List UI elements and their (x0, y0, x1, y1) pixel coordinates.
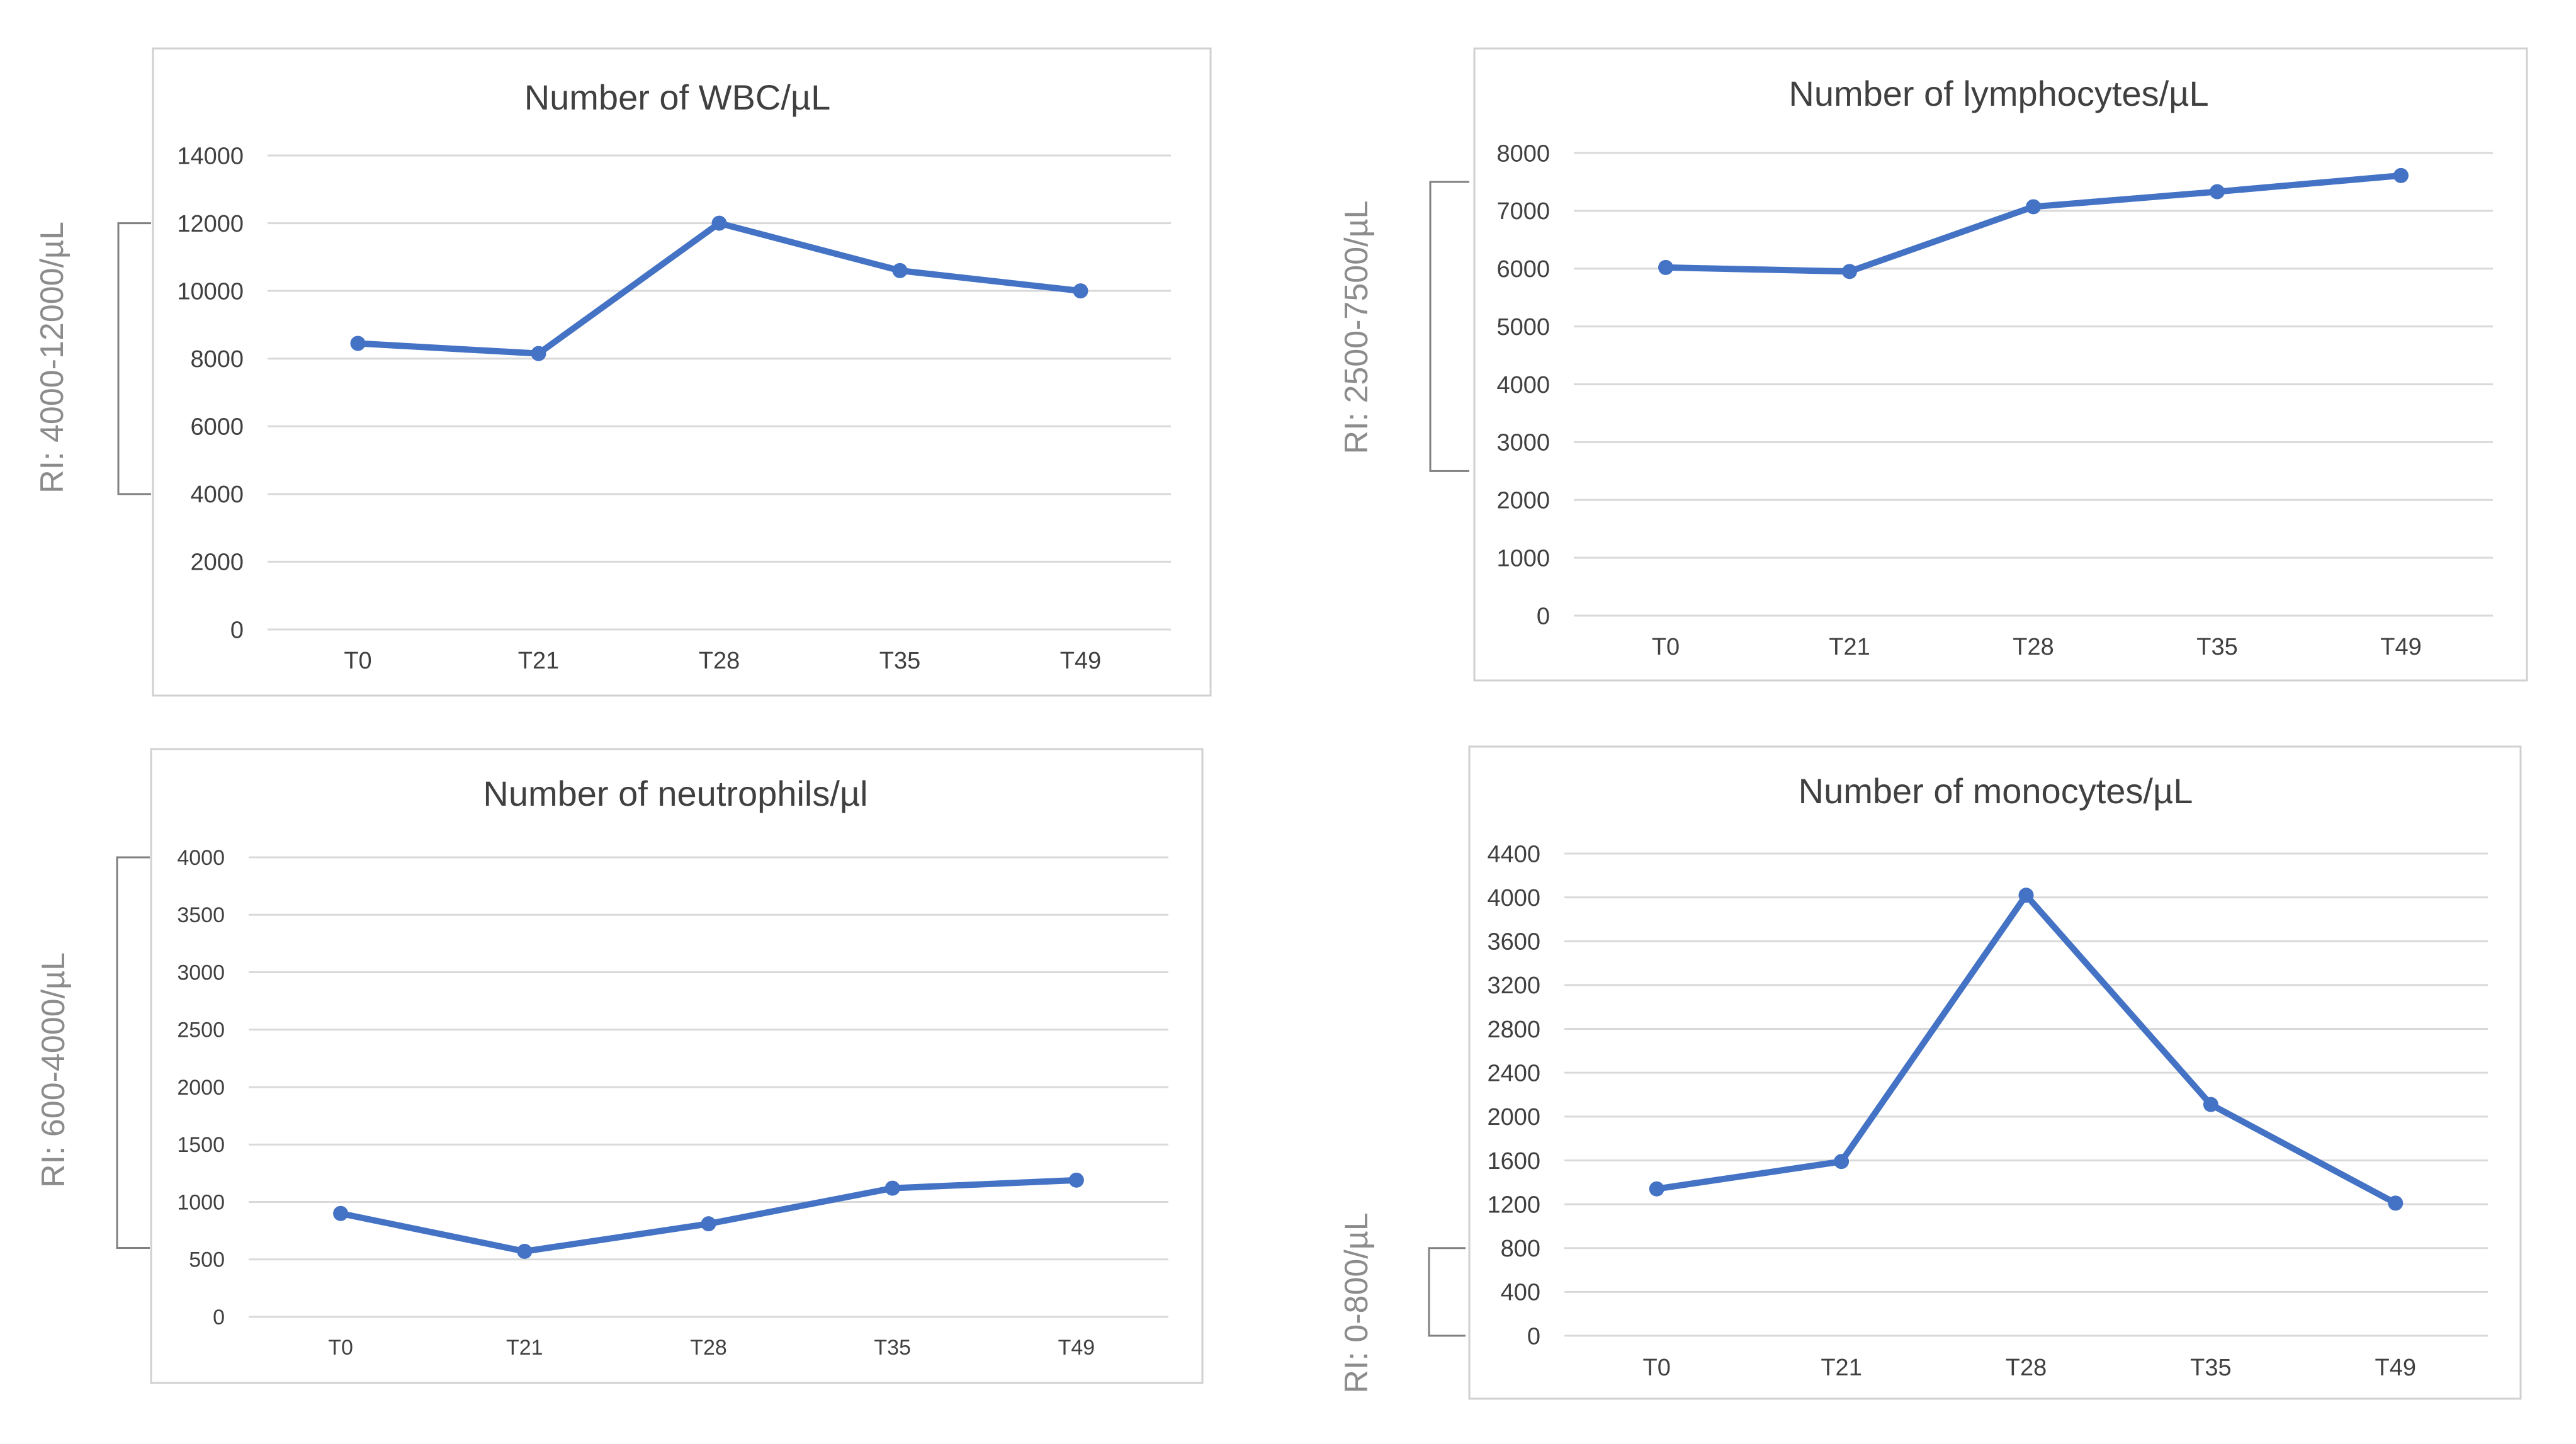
x-tick-label: T35 (874, 1336, 911, 1360)
y-tick-label: 1200 (1487, 1192, 1540, 1218)
x-tick-label: T21 (1829, 634, 1870, 660)
y-tick-label: 2000 (190, 550, 244, 576)
data-point (1658, 259, 1673, 275)
chart-lymphocytes: 0 1000 2000 3000 4000 5000 6000 7000 8000 T0 T21 T2… (1338, 47, 2528, 682)
y-tick-label: 3000 (177, 961, 225, 984)
x-tick-label: T0 (1643, 1355, 1671, 1381)
y-tick-label: 4400 (1487, 841, 1540, 867)
y-tick-label: 500 (189, 1248, 225, 1272)
data-point (2210, 184, 2225, 200)
y-tick-label: 5000 (1496, 314, 1550, 341)
data-point (1834, 1154, 1850, 1170)
y-tick-label: 3200 (1487, 973, 1540, 999)
y-tick-label: 4000 (1487, 885, 1540, 911)
y-tick-label: 1500 (177, 1133, 225, 1157)
x-tick-label: T35 (2190, 1355, 2231, 1381)
x-tick-label: T0 (328, 1336, 353, 1360)
y-tick-label: 6000 (1496, 256, 1550, 283)
y-tick-label: 3600 (1487, 929, 1540, 956)
y-tick-label: 0 (230, 617, 244, 643)
data-point (884, 1180, 900, 1196)
reference-range-bracket (117, 222, 151, 495)
reference-interval-label: RI: 4000-12000/µL (34, 222, 71, 494)
reference-range-bracket (116, 856, 150, 1249)
y-tick-label: 1600 (1487, 1148, 1540, 1175)
x-tick-label: T49 (1060, 648, 1101, 674)
y-tick-label: 800 (1501, 1236, 1540, 1262)
x-tick-label: T0 (1652, 634, 1680, 660)
data-point (531, 346, 546, 361)
y-tick-label: 2000 (177, 1076, 225, 1100)
data-point (1649, 1181, 1664, 1197)
reference-interval-label: RI: 2500-7500/µL (1338, 201, 1375, 454)
reference-range-bracket (1429, 181, 1469, 472)
x-tick-label: T28 (699, 648, 740, 674)
chart-title: Number of neutrophils/µl (483, 774, 867, 813)
chart-frame (150, 748, 1204, 1384)
x-tick-label: T28 (690, 1336, 727, 1360)
y-tick-label: 7000 (1496, 198, 1550, 225)
reference-range-bracket (1428, 1247, 1466, 1337)
x-tick-label: T21 (1821, 1355, 1861, 1381)
y-tick-label: 0 (213, 1306, 225, 1329)
data-point (2018, 888, 2034, 903)
data-point (333, 1205, 349, 1221)
y-tick-label: 2500 (177, 1018, 225, 1042)
y-tick-label: 0 (1527, 1323, 1540, 1350)
x-tick-label: T28 (2013, 634, 2053, 660)
y-tick-label: 1000 (1496, 545, 1550, 572)
y-tick-label: 0 (1537, 603, 1550, 629)
x-tick-label: T0 (344, 648, 371, 674)
x-tick-label: T49 (1058, 1336, 1095, 1360)
x-tick-label: T49 (2375, 1355, 2416, 1381)
y-tick-label: 2000 (1487, 1104, 1540, 1131)
data-point (2388, 1195, 2404, 1211)
y-tick-label: 6000 (190, 414, 244, 441)
chart-frame (1473, 47, 2528, 682)
chart-neutrophils: 0 500 1000 1500 2000 2500 3000 3500 4000 T0 T21 T28… (35, 748, 1204, 1384)
y-tick-label: 4000 (190, 482, 244, 508)
y-tick-label: 2400 (1487, 1060, 1540, 1086)
data-point (2026, 199, 2041, 215)
y-tick-label: 4000 (1496, 372, 1550, 398)
chart-frame (152, 47, 1212, 697)
chart-wbc: 0 2000 4000 6000 8000 10000 12000 14000 T0 T21 T28… (34, 47, 1212, 697)
data-point (517, 1243, 533, 1259)
data-point (350, 336, 366, 351)
x-tick-label: T49 (2380, 634, 2421, 660)
reference-interval-label: RI: 0-800/µL (1338, 1212, 1375, 1393)
reference-interval-label: RI: 600-4000/µL (35, 952, 72, 1188)
y-tick-label: 8000 (1496, 140, 1550, 167)
chart-title: Number of lymphocytes/µL (1788, 74, 2208, 113)
chart-title: Number of monocytes/µL (1799, 771, 2193, 811)
y-tick-label: 3500 (177, 903, 225, 927)
data-point (2393, 167, 2409, 183)
y-tick-label: 4000 (177, 846, 225, 870)
data-point (711, 215, 727, 231)
x-tick-label: T35 (2196, 634, 2237, 660)
chart-monocytes: 0 400 800 1200 1600 2000 2400 2800 3200 3600 4000 4… (1338, 745, 2522, 1400)
data-point (701, 1216, 716, 1232)
data-point (1842, 264, 1857, 279)
y-tick-label: 2800 (1487, 1017, 1540, 1043)
x-tick-label: T28 (2006, 1355, 2047, 1381)
y-tick-label: 1000 (177, 1190, 225, 1214)
y-tick-label: 12000 (177, 211, 244, 237)
data-point (1068, 1172, 1084, 1188)
x-tick-label: T21 (518, 648, 559, 674)
data-point (1073, 283, 1088, 299)
chart-title: Number of WBC/µL (524, 77, 831, 117)
y-tick-label: 2000 (1496, 488, 1550, 514)
x-tick-label: T21 (506, 1336, 543, 1360)
y-tick-label: 10000 (177, 278, 244, 305)
data-point (2203, 1097, 2218, 1112)
y-tick-label: 8000 (190, 346, 244, 373)
y-tick-label: 400 (1501, 1280, 1540, 1306)
x-tick-label: T35 (879, 648, 920, 674)
data-point (892, 262, 908, 278)
y-tick-label: 14000 (177, 143, 244, 169)
y-tick-label: 3000 (1496, 430, 1550, 456)
